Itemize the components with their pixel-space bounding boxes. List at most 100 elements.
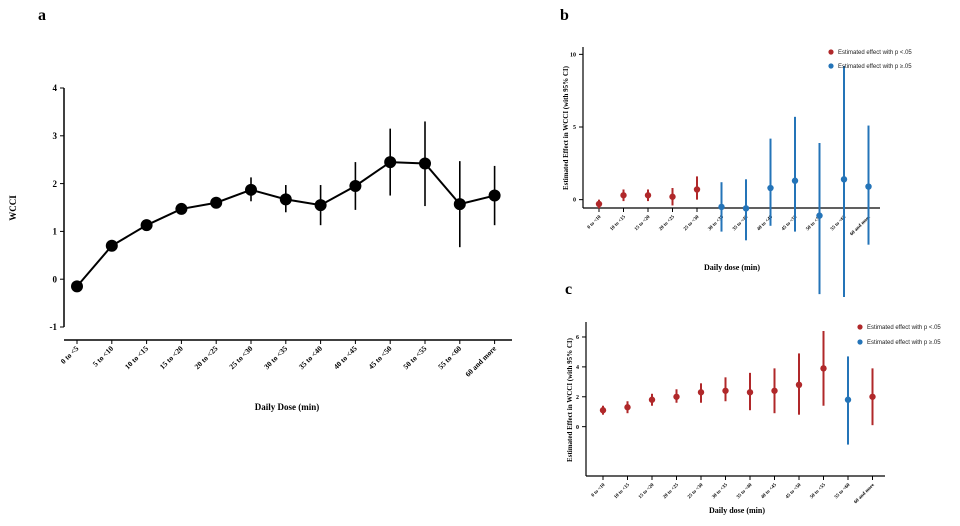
x-tick-label: 45 to <50 bbox=[367, 344, 394, 371]
x-tick-label: 15 to <20 bbox=[158, 344, 185, 371]
data-point bbox=[767, 184, 774, 192]
y-tick-label: 10 bbox=[570, 52, 576, 58]
x-tick-label: 25 to <30 bbox=[227, 344, 254, 371]
x-tick-label: 25 to <30 bbox=[683, 215, 701, 233]
data-point bbox=[488, 189, 501, 202]
x-tick-label: 15 to <20 bbox=[634, 215, 652, 233]
x-tick-label: 50 to <55 bbox=[810, 483, 828, 501]
y-tick-label: 2 bbox=[576, 395, 579, 401]
legend-label-significant: Estimated effect with p <.05 bbox=[838, 50, 912, 56]
data-point bbox=[384, 156, 397, 169]
x-tick-label: 40 to <45 bbox=[332, 344, 359, 371]
chart-panel-c: Estimated Effect in WCCI (with 95% CI) D… bbox=[566, 322, 941, 515]
x-tick-label: 20 to <25 bbox=[193, 344, 220, 371]
x-tick-label: 10 to <15 bbox=[123, 344, 150, 371]
x-tick-label: 30 to <35 bbox=[712, 483, 730, 501]
data-point bbox=[624, 404, 631, 411]
data-point bbox=[742, 205, 750, 212]
data-point bbox=[865, 183, 872, 190]
data-point bbox=[105, 239, 118, 252]
legend: Estimated effect with p <.05 Estimated e… bbox=[857, 324, 941, 346]
data-point bbox=[693, 186, 701, 193]
legend-label-nonsignificant: Estimated effect with p ≥.05 bbox=[867, 340, 941, 346]
panel-label-c: c bbox=[565, 281, 572, 298]
x-tick-label: 35 to <40 bbox=[297, 344, 324, 371]
data-point bbox=[175, 202, 188, 215]
x-tick-label: 40 to <45 bbox=[761, 483, 779, 501]
x-axis-title: Daily Dose (min) bbox=[255, 402, 320, 412]
data-point bbox=[140, 219, 153, 232]
data-point bbox=[844, 396, 852, 403]
legend-marker-significant bbox=[828, 49, 834, 55]
y-tick-label: -1 bbox=[50, 322, 58, 332]
y-tick-label: 0 bbox=[53, 274, 58, 284]
data-point bbox=[599, 407, 607, 414]
y-tick-label: 4 bbox=[576, 365, 579, 371]
x-tick-label: 0 to <10 bbox=[591, 483, 607, 499]
x-tick-label: 15 to <20 bbox=[638, 483, 656, 501]
data-point bbox=[644, 192, 652, 199]
legend-label-nonsignificant: Estimated effect with p ≥.05 bbox=[838, 64, 912, 70]
x-tick-label: 50 to <55 bbox=[401, 344, 428, 371]
data-point bbox=[669, 193, 676, 200]
x-axis-title: Daily dose (min) bbox=[709, 506, 765, 515]
x-tick-label: 45 to <50 bbox=[785, 483, 803, 501]
x-tick-label: 20 to <25 bbox=[663, 483, 681, 501]
panel-label-a: a bbox=[38, 7, 46, 24]
x-tick-label: 55 to <60 bbox=[436, 344, 463, 371]
data-point bbox=[245, 183, 257, 196]
y-tick-label: 5 bbox=[573, 125, 576, 131]
data-point bbox=[349, 179, 362, 192]
x-tick-label: 0 to <10 bbox=[587, 215, 603, 231]
data-point bbox=[791, 177, 799, 184]
x-tick-label: 30 to <35 bbox=[262, 344, 289, 371]
legend-marker-significant bbox=[857, 324, 863, 330]
data-point bbox=[314, 199, 327, 212]
y-tick-label: 6 bbox=[576, 335, 579, 341]
data-point bbox=[279, 193, 292, 206]
x-tick-label: 35 to <40 bbox=[732, 215, 750, 233]
y-tick-label: 3 bbox=[53, 131, 58, 141]
x-tick-label: 25 to <30 bbox=[687, 483, 705, 501]
chart-panel-a: WCCI Daily Dose (min) -1 0 1 2 3 4 0 to <5 5 t… bbox=[8, 83, 512, 412]
x-tick-label: 60 and more bbox=[463, 344, 498, 379]
x-tick-label: 10 to <15 bbox=[614, 483, 632, 501]
data-point bbox=[620, 192, 627, 199]
y-axis-title: Estimated Effect in WCCI (with 95% CI) bbox=[566, 337, 574, 462]
x-tick-label: 0 to <5 bbox=[59, 344, 81, 366]
data-point bbox=[673, 393, 680, 400]
data-point bbox=[648, 396, 656, 403]
chart-panel-b: Estimated Effect in WCCI (with 95% CI) D… bbox=[562, 47, 912, 297]
y-tick-label: 2 bbox=[53, 179, 58, 189]
x-tick-label: 5 to <10 bbox=[91, 344, 116, 369]
data-point bbox=[795, 381, 803, 389]
data-point bbox=[869, 393, 876, 400]
y-tick-label: 0 bbox=[573, 198, 576, 204]
data-point bbox=[746, 389, 754, 396]
x-tick-label: 30 to <35 bbox=[708, 215, 726, 233]
x-tick-label: 10 to <15 bbox=[610, 215, 628, 233]
panel-label-b: b bbox=[560, 7, 569, 24]
data-point bbox=[697, 389, 705, 396]
data-point bbox=[840, 176, 848, 183]
x-tick-label: 20 to <25 bbox=[659, 215, 677, 233]
x-tick-label: 40 to <45 bbox=[757, 215, 775, 233]
data-point bbox=[71, 280, 83, 293]
data-point bbox=[820, 365, 827, 372]
legend-marker-nonsignificant bbox=[828, 63, 834, 69]
x-axis-title: Daily dose (min) bbox=[704, 263, 760, 272]
data-point bbox=[595, 200, 603, 208]
y-tick-label: 0 bbox=[576, 425, 579, 431]
legend-label-significant: Estimated effect with p <.05 bbox=[867, 325, 941, 331]
series-line bbox=[76, 161, 495, 288]
x-tick-label: 55 to <60 bbox=[830, 215, 848, 233]
y-tick-label: 4 bbox=[53, 83, 58, 93]
data-point bbox=[453, 198, 466, 211]
data-point bbox=[771, 387, 778, 394]
data-point bbox=[210, 196, 223, 209]
y-axis-title: Estimated Effect in WCCI (with 95% CI) bbox=[562, 65, 570, 190]
legend: Estimated effect with p <.05 Estimated e… bbox=[828, 49, 912, 70]
y-tick-label: 1 bbox=[53, 227, 58, 237]
legend-marker-nonsignificant bbox=[857, 339, 863, 345]
